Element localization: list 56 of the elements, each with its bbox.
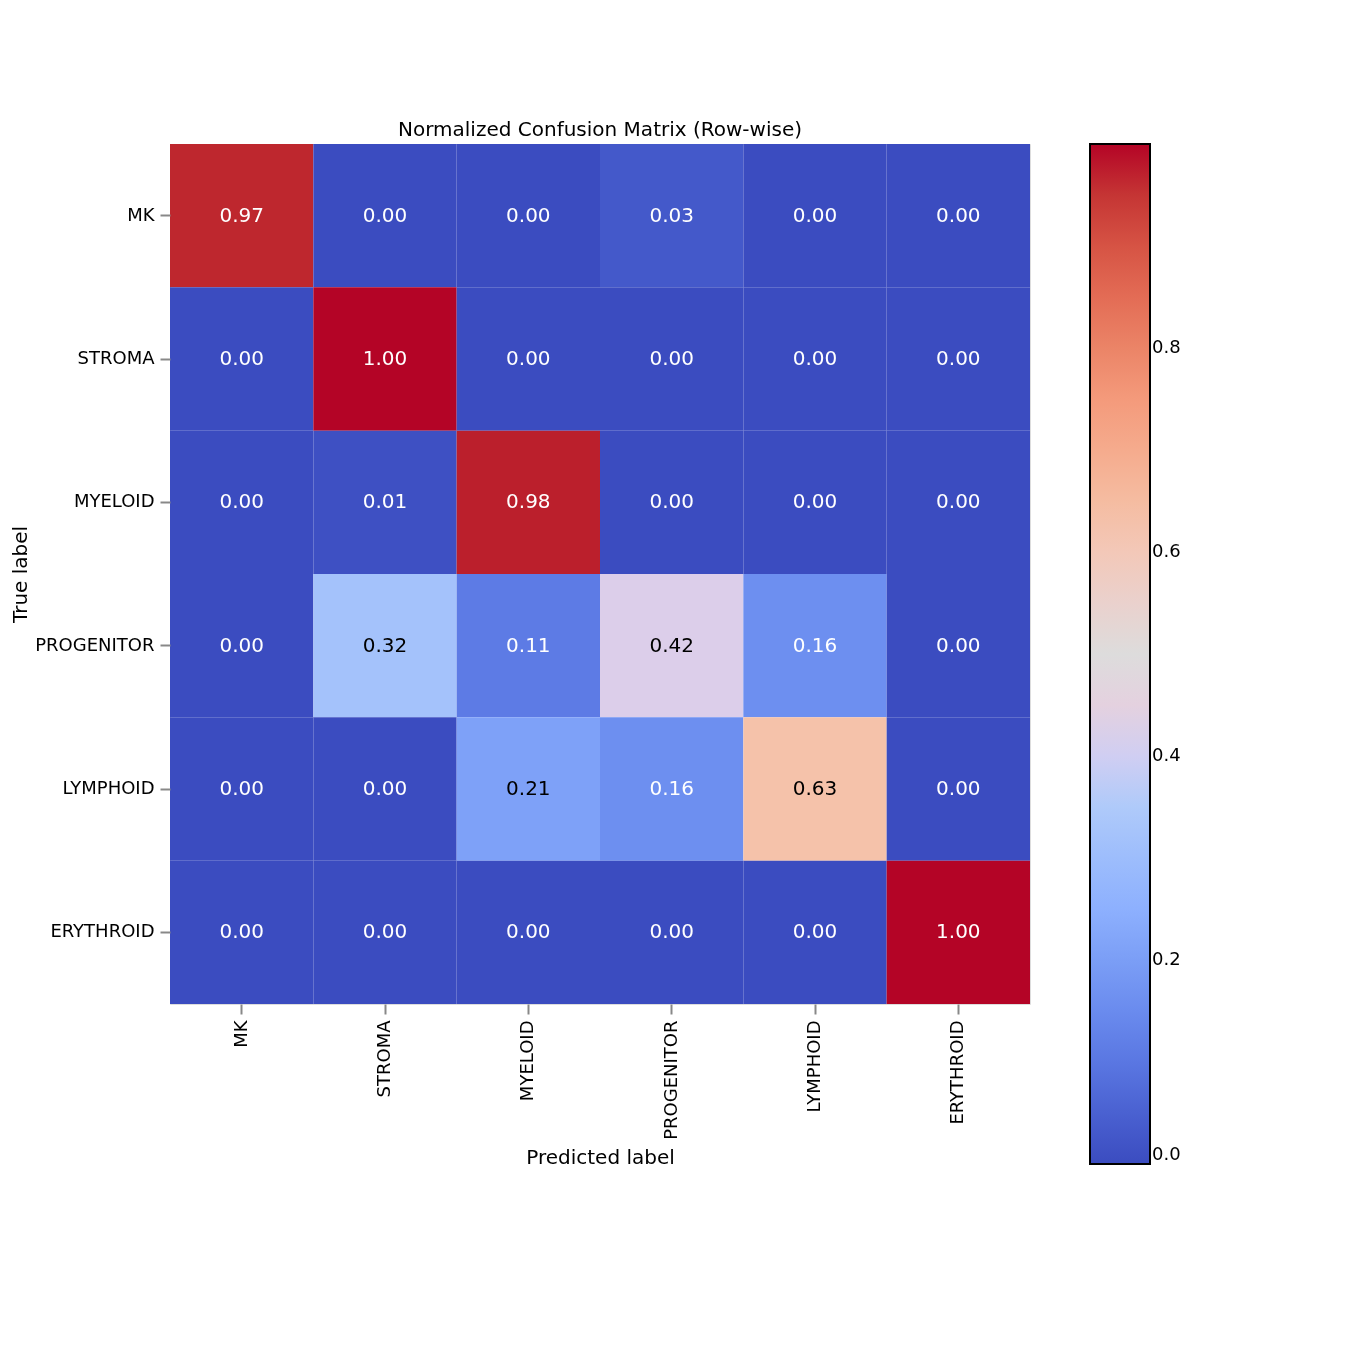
y-axis-title: True label	[8, 525, 33, 625]
y-tick-label: STROMA	[77, 347, 156, 368]
data-label: 0.00	[506, 202, 551, 227]
data-label: 0.00	[649, 489, 694, 514]
x-tick-label: LYMPHOID	[803, 1020, 824, 1113]
color-bar-label: 0.8	[1152, 336, 1181, 357]
data-label: 0.00	[792, 919, 838, 944]
data-label: 0.00	[792, 489, 838, 514]
y-tick-label: LYMPHOID	[62, 777, 155, 798]
data-label: 1.00	[362, 346, 408, 370]
data-label: 0.00	[936, 489, 981, 514]
data-label: 0.98	[506, 489, 551, 514]
data-label: 0.01	[362, 489, 408, 514]
data-label: 1.00	[936, 919, 981, 944]
data-label: 0.00	[649, 346, 694, 370]
data-label: 0.21	[506, 776, 551, 800]
data-label: 0.63	[792, 776, 838, 800]
data-label: 0.03	[649, 202, 694, 227]
data-label: 0.00	[219, 346, 264, 370]
data-label: 0.00	[219, 489, 264, 514]
x-tick-label: STROMA	[373, 1019, 394, 1098]
data-label: 0.97	[219, 202, 264, 227]
data-label: 0.00	[506, 346, 551, 370]
data-label: 0.00	[936, 776, 981, 800]
data-label: 0.00	[219, 919, 264, 944]
data-label: 0.42	[649, 632, 694, 657]
color-bar-label: 0.2	[1152, 948, 1181, 969]
data-label: 0.00	[936, 202, 981, 227]
data-label: 0.00	[219, 632, 264, 657]
data-label: 0.16	[649, 776, 694, 800]
y-tick-label: PROGENITOR	[35, 633, 155, 655]
x-tick-label: MYELOID	[516, 1020, 538, 1102]
data-label: 0.00	[936, 632, 981, 657]
data-label: 0.32	[362, 632, 408, 657]
data-label: 0.00	[649, 919, 694, 944]
color-bar-label: 0.4	[1152, 744, 1181, 765]
y-tick-label: ERYTHROID	[50, 920, 155, 942]
data-label: 0.00	[362, 919, 408, 944]
data-label: 0.00	[936, 346, 981, 370]
x-tick-label: MK	[229, 1019, 251, 1048]
x-tick-label: PROGENITOR	[659, 1020, 681, 1140]
y-tick-label: MK	[127, 203, 156, 225]
data-label: 0.00	[506, 919, 551, 944]
color-bar-label: 0.0	[1152, 1143, 1181, 1164]
x-tick-label: ERYTHROID	[946, 1020, 968, 1125]
data-label: 0.00	[362, 776, 408, 800]
data-label: 0.00	[362, 202, 408, 227]
color-bar-label: 0.6	[1152, 540, 1181, 561]
data-label: 0.00	[219, 776, 264, 800]
y-tick-label: MYELOID	[73, 490, 155, 512]
data-label: 0.11	[506, 632, 551, 657]
data-label: 0.00	[792, 346, 838, 370]
data-label: 0.16	[792, 632, 838, 657]
x-axis-title: Predicted label	[526, 1144, 675, 1169]
chart-title: Normalized Confusion Matrix (Row-wise)	[398, 117, 802, 141]
data-label: 0.00	[792, 202, 838, 227]
